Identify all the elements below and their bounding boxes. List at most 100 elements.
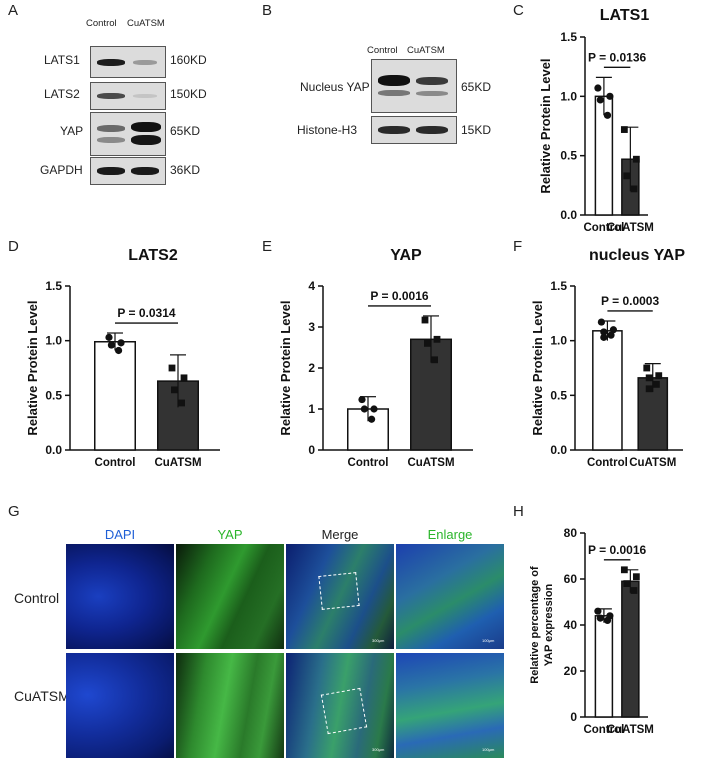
panel-letter-d: D bbox=[8, 238, 19, 255]
data-point bbox=[368, 415, 376, 423]
chart-title: LATS2 bbox=[128, 247, 178, 264]
band bbox=[97, 137, 125, 143]
p-value-label: P = 0.0016 bbox=[588, 543, 646, 557]
data-point bbox=[630, 587, 638, 594]
y-tick-label: 0.0 bbox=[45, 443, 62, 457]
data-point bbox=[171, 386, 178, 394]
bar bbox=[594, 615, 614, 718]
panel-letter-g: G bbox=[8, 503, 20, 520]
x-tick-label: CuATSM bbox=[629, 457, 676, 469]
y-tick-label: 1.0 bbox=[560, 89, 577, 103]
data-point bbox=[115, 346, 123, 355]
wb-a-blot-yap bbox=[90, 112, 166, 156]
y-tick-label: 0.5 bbox=[560, 149, 577, 163]
data-point bbox=[178, 399, 185, 407]
mic-image-control-yap bbox=[176, 544, 284, 649]
panel-letter-f: F bbox=[513, 238, 523, 255]
band bbox=[97, 59, 125, 66]
y-tick-label: 1.0 bbox=[550, 334, 567, 348]
y-tick-label: 2 bbox=[308, 361, 315, 375]
data-point bbox=[594, 607, 602, 615]
data-point bbox=[105, 333, 113, 341]
data-point bbox=[606, 92, 614, 100]
mic-image-cuatsm-merge: 300μm bbox=[286, 653, 394, 758]
band bbox=[416, 126, 448, 134]
mic-col-label-dapi: DAPI bbox=[104, 527, 136, 542]
wb-a-row-label: GAPDH bbox=[40, 163, 83, 177]
data-point bbox=[600, 328, 608, 336]
data-point bbox=[594, 84, 602, 92]
y-tick-label: 1 bbox=[308, 402, 315, 416]
data-point bbox=[424, 340, 431, 347]
chart-title: nucleus YAP bbox=[589, 247, 685, 264]
x-tick-label: Control bbox=[95, 457, 136, 469]
mic-col-label-enlarge: Enlarge bbox=[427, 527, 473, 542]
data-point bbox=[620, 126, 628, 133]
p-value-label: P = 0.0314 bbox=[117, 306, 175, 320]
wb-a-blot-gapdh bbox=[90, 157, 166, 185]
y-axis-label: Relative Protein Level bbox=[25, 300, 40, 435]
x-tick-label: CuATSM bbox=[407, 457, 454, 469]
scale-bar-label: 300μm bbox=[372, 747, 385, 752]
wb-b-row-label: Histone-H3 bbox=[297, 123, 358, 137]
data-point bbox=[645, 385, 653, 393]
y-tick-label: 0 bbox=[308, 443, 315, 457]
band bbox=[133, 60, 157, 65]
p-value-label: P = 0.0016 bbox=[370, 289, 428, 303]
y-tick-label: 0.5 bbox=[550, 388, 567, 402]
bar bbox=[94, 341, 136, 451]
mic-image-cuatsm-dapi bbox=[66, 653, 174, 758]
y-tick-label: 0.0 bbox=[550, 443, 567, 457]
mic-row-label-control: Control bbox=[14, 590, 60, 606]
mic-row-label-cuatsm: CuATSM bbox=[14, 688, 70, 704]
data-point bbox=[433, 335, 441, 343]
band bbox=[131, 122, 161, 132]
band bbox=[131, 135, 161, 145]
x-tick-label: Control bbox=[348, 457, 389, 469]
y-tick-label: 0.5 bbox=[45, 388, 62, 402]
y-tick-label: 3 bbox=[308, 320, 315, 334]
band bbox=[131, 167, 159, 175]
wb-a-blot-lats1 bbox=[90, 46, 166, 78]
data-point bbox=[632, 573, 640, 581]
data-point bbox=[117, 339, 125, 347]
wb-a-blot-lats2 bbox=[90, 82, 166, 110]
panel-letter-e: E bbox=[262, 238, 273, 255]
data-point bbox=[596, 614, 604, 622]
wb-a-row-size: 160KD bbox=[170, 53, 207, 67]
wb-a-row-size: 36KD bbox=[170, 163, 201, 177]
data-point bbox=[632, 155, 640, 163]
data-point bbox=[655, 372, 663, 380]
band bbox=[97, 125, 125, 132]
wb-a-row-size: 150KD bbox=[170, 87, 207, 101]
wb-b-blot-nucleus-yap bbox=[371, 59, 457, 113]
y-tick-label: 0 bbox=[570, 710, 577, 724]
wb-b-group-control: Control bbox=[367, 45, 398, 56]
mic-image-control-enlarge: 100μm bbox=[396, 544, 504, 649]
y-axis-label: Relative Protein Level bbox=[538, 58, 553, 193]
wb-b-group-cuatsm: CuATSM bbox=[407, 45, 445, 56]
data-point bbox=[360, 405, 368, 413]
y-tick-label: 0.0 bbox=[560, 208, 577, 222]
data-point bbox=[609, 326, 617, 334]
enlarge-region-box bbox=[320, 687, 368, 735]
band bbox=[133, 94, 157, 98]
y-tick-label: 1.5 bbox=[45, 279, 62, 293]
data-point bbox=[603, 111, 612, 119]
band bbox=[378, 75, 410, 86]
scale-bar-label: 100μm bbox=[482, 747, 495, 752]
y-tick-label: 60 bbox=[564, 572, 578, 586]
band bbox=[378, 126, 410, 134]
wb-a-row-size: 65KD bbox=[170, 124, 201, 138]
data-point bbox=[623, 172, 631, 180]
band bbox=[97, 93, 125, 99]
scale-bar-label: 100μm bbox=[482, 638, 495, 643]
wb-b-blot-histone-h3 bbox=[371, 116, 457, 144]
scale-bar-label: 300μm bbox=[372, 638, 385, 643]
y-axis-label: Relative Protein Level bbox=[278, 300, 293, 435]
mic-col-label-merge: Merge bbox=[321, 527, 359, 542]
chart-title: LATS1 bbox=[600, 7, 650, 24]
data-point bbox=[107, 341, 115, 349]
x-tick-label: Control bbox=[583, 222, 624, 234]
y-tick-label: 1.5 bbox=[550, 279, 567, 293]
